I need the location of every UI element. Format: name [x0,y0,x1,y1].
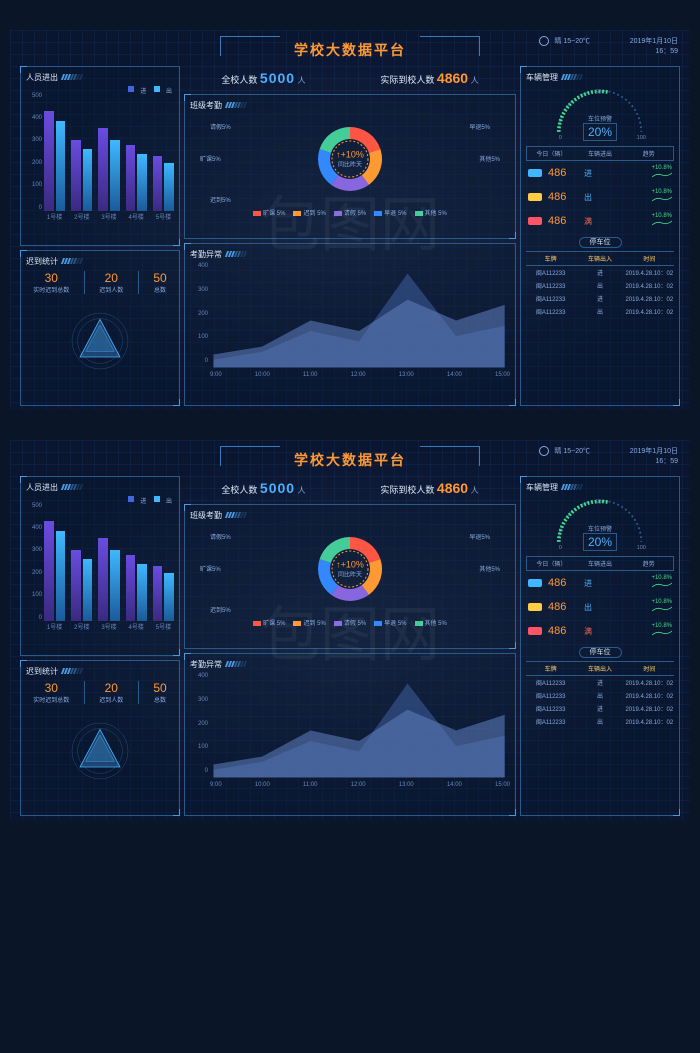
svg-text:50: 50 [595,499,601,505]
summary-row: 全校人数 5000 人 实际到校人数 4860 人 [184,476,516,500]
svg-text:0: 0 [559,545,562,551]
vehicle-panel: 车辆管理 0 50 100 车位预警 20% 今日（辆）车辆进出趋 [520,66,680,406]
parking-row: 闽A112233进2019.4.28.10：02 [526,702,674,715]
late-stats-panel: 迟到统计 30实时迟到总数20迟到人数50总数 [20,660,180,816]
datetime-info: 2019年1月10日 16：59 [630,446,678,466]
donut-title: 班级考勤 [190,511,222,520]
vehicle-rows: 486 进 +10.8% 486 出 +10.8% 486 满 +10.8% [526,571,674,643]
svg-text:50: 50 [595,89,601,95]
vehicle-tabs: 今日（辆）车辆进出趋势 [526,556,674,571]
area-panel: 考勤异常 0100200300400 9:0010:0011:0012:0013… [184,653,516,816]
legend-swatch-in [128,86,134,92]
vehicle-row: 486 出 +10.8% [526,595,674,619]
parking-tag: 停车位 [526,237,674,247]
gauge-value: 20% [583,123,617,141]
gauge: 0 50 100 车位预警 20% [526,496,674,556]
donut-delta: ↑+10% [336,150,364,160]
svg-text:0: 0 [559,135,562,141]
parking-row: 闽A112233出2019.4.28.10：02 [526,279,674,292]
area-chart: 0100200300400 9:0010:0011:0012:0013:0014… [190,673,510,788]
dashboard: 包图网 学校大数据平台 晴 15~20℃ 2019年1月10日 16：59 人员… [10,30,690,410]
parking-rows: 闽A112233进2019.4.28.10：02闽A112233出2019.4.… [526,266,674,318]
page-header [0,0,700,30]
bar-chart: 0100200300400500 1号楼 2号楼 3号楼 [26,503,174,633]
main-title: 学校大数据平台 [294,42,406,58]
vehicle-title: 车辆管理 [526,483,558,492]
vehicle-row: 486 满 +10.8% [526,209,674,233]
main-title: 学校大数据平台 [294,452,406,468]
total-count: 5000 [260,70,295,86]
svg-text:100: 100 [637,545,646,551]
donut-title: 班级考勤 [190,101,222,110]
car-icon [528,579,542,587]
car-icon [528,603,542,611]
vehicle-rows: 486 进 +10.8% 486 出 +10.8% 486 满 +10.8% [526,161,674,233]
actual-count: 4860 [437,480,468,496]
bar-legend: 进 出 [26,496,174,503]
sun-icon [539,446,549,456]
legend-swatch-out [154,496,160,502]
car-icon [528,217,542,225]
parking-row: 闽A112233进2019.4.28.10：02 [526,676,674,689]
area-chart: 0100200300400 9:0010:0011:0012:0013:0014… [190,263,510,378]
parking-header: 车牌车辆出入时间 [526,251,674,266]
gauge-value: 20% [583,533,617,551]
donut-panel: 班级考勤 ↑+10% 同比昨天 请假5% 早退5% 旷课5% 其他5% 迟到5%… [184,94,516,239]
late-numbers: 30实时迟到总数20迟到人数50总数 [26,271,174,294]
legend-swatch-out [154,86,160,92]
triangle-viz [26,712,174,784]
parking-row: 闽A112233出2019.4.28.10：02 [526,305,674,318]
donut-panel: 班级考勤 ↑+10% 同比昨天 请假5% 早退5% 旷课5% 其他5% 迟到5%… [184,504,516,649]
bar-legend: 进 出 [26,86,174,93]
sun-icon [539,36,549,46]
late-stats-panel: 迟到统计 30实时迟到总数20迟到人数50总数 [20,250,180,406]
area-title: 考勤异常 [190,660,222,669]
parking-rows: 闽A112233进2019.4.28.10：02闽A112233出2019.4.… [526,676,674,728]
actual-count: 4860 [437,70,468,86]
area-title: 考勤异常 [190,250,222,259]
donut-legend: 旷课 5%迟到 5%请假 5%早退 5%其他 5% [190,208,510,217]
vehicle-tabs: 今日（辆）车辆进出趋势 [526,146,674,161]
vehicle-panel: 车辆管理 0 50 100 车位预警 20% 今日（辆）车辆进出趋 [520,476,680,816]
vehicle-row: 486 出 +10.8% [526,185,674,209]
vehicle-title: 车辆管理 [526,73,558,82]
late-numbers: 30实时迟到总数20迟到人数50总数 [26,681,174,704]
late-title: 迟到统计 [26,257,58,266]
bar-y-axis: 0100200300400500 [26,93,42,211]
vehicle-row: 486 进 +10.8% [526,571,674,595]
bar-chart: 0100200300400500 1号楼 2号楼 3号楼 [26,93,174,223]
car-icon [528,193,542,201]
bar-chart-title: 人员进出 [26,73,58,82]
parking-header: 车牌车辆出入时间 [526,661,674,676]
car-icon [528,169,542,177]
gauge: 0 50 100 车位预警 20% [526,86,674,146]
weather-info: 晴 15~20℃ [539,36,590,46]
parking-row: 闽A112233出2019.4.28.10：02 [526,689,674,702]
donut-delta: ↑+10% [336,560,364,570]
weather-info: 晴 15~20℃ [539,446,590,456]
donut-legend: 旷课 5%迟到 5%请假 5%早退 5%其他 5% [190,618,510,627]
datetime-info: 2019年1月10日 16：59 [630,36,678,56]
parking-row: 闽A112233进2019.4.28.10：02 [526,292,674,305]
vehicle-row: 486 进 +10.8% [526,161,674,185]
svg-text:100: 100 [637,135,646,141]
bar-chart-title: 人员进出 [26,483,58,492]
legend-swatch-in [128,496,134,502]
triangle-viz [26,302,174,374]
car-icon [528,627,542,635]
donut-chart: ↑+10% 同比昨天 请假5% 早退5% 旷课5% 其他5% 迟到5% [190,524,510,614]
total-count: 5000 [260,480,295,496]
parking-row: 闽A112233进2019.4.28.10：02 [526,266,674,279]
dashboard-copy: 包图网 学校大数据平台 晴 15~20℃ 2019年1月10日 16：59 人员… [10,440,690,820]
bar-y-axis: 0100200300400500 [26,503,42,621]
vehicle-row: 486 满 +10.8% [526,619,674,643]
parking-tag: 停车位 [526,647,674,657]
bar-chart-panel: 人员进出 进 出 0100200300400500 1号楼 2号楼 [20,476,180,656]
bar-chart-panel: 人员进出 进 出 0100200300400500 1号楼 2号楼 [20,66,180,246]
donut-chart: ↑+10% 同比昨天 请假5% 早退5% 旷课5% 其他5% 迟到5% [190,114,510,204]
parking-row: 闽A112233出2019.4.28.10：02 [526,715,674,728]
area-panel: 考勤异常 0100200300400 9:0010:0011:0012:0013… [184,243,516,406]
summary-row: 全校人数 5000 人 实际到校人数 4860 人 [184,66,516,90]
late-title: 迟到统计 [26,667,58,676]
